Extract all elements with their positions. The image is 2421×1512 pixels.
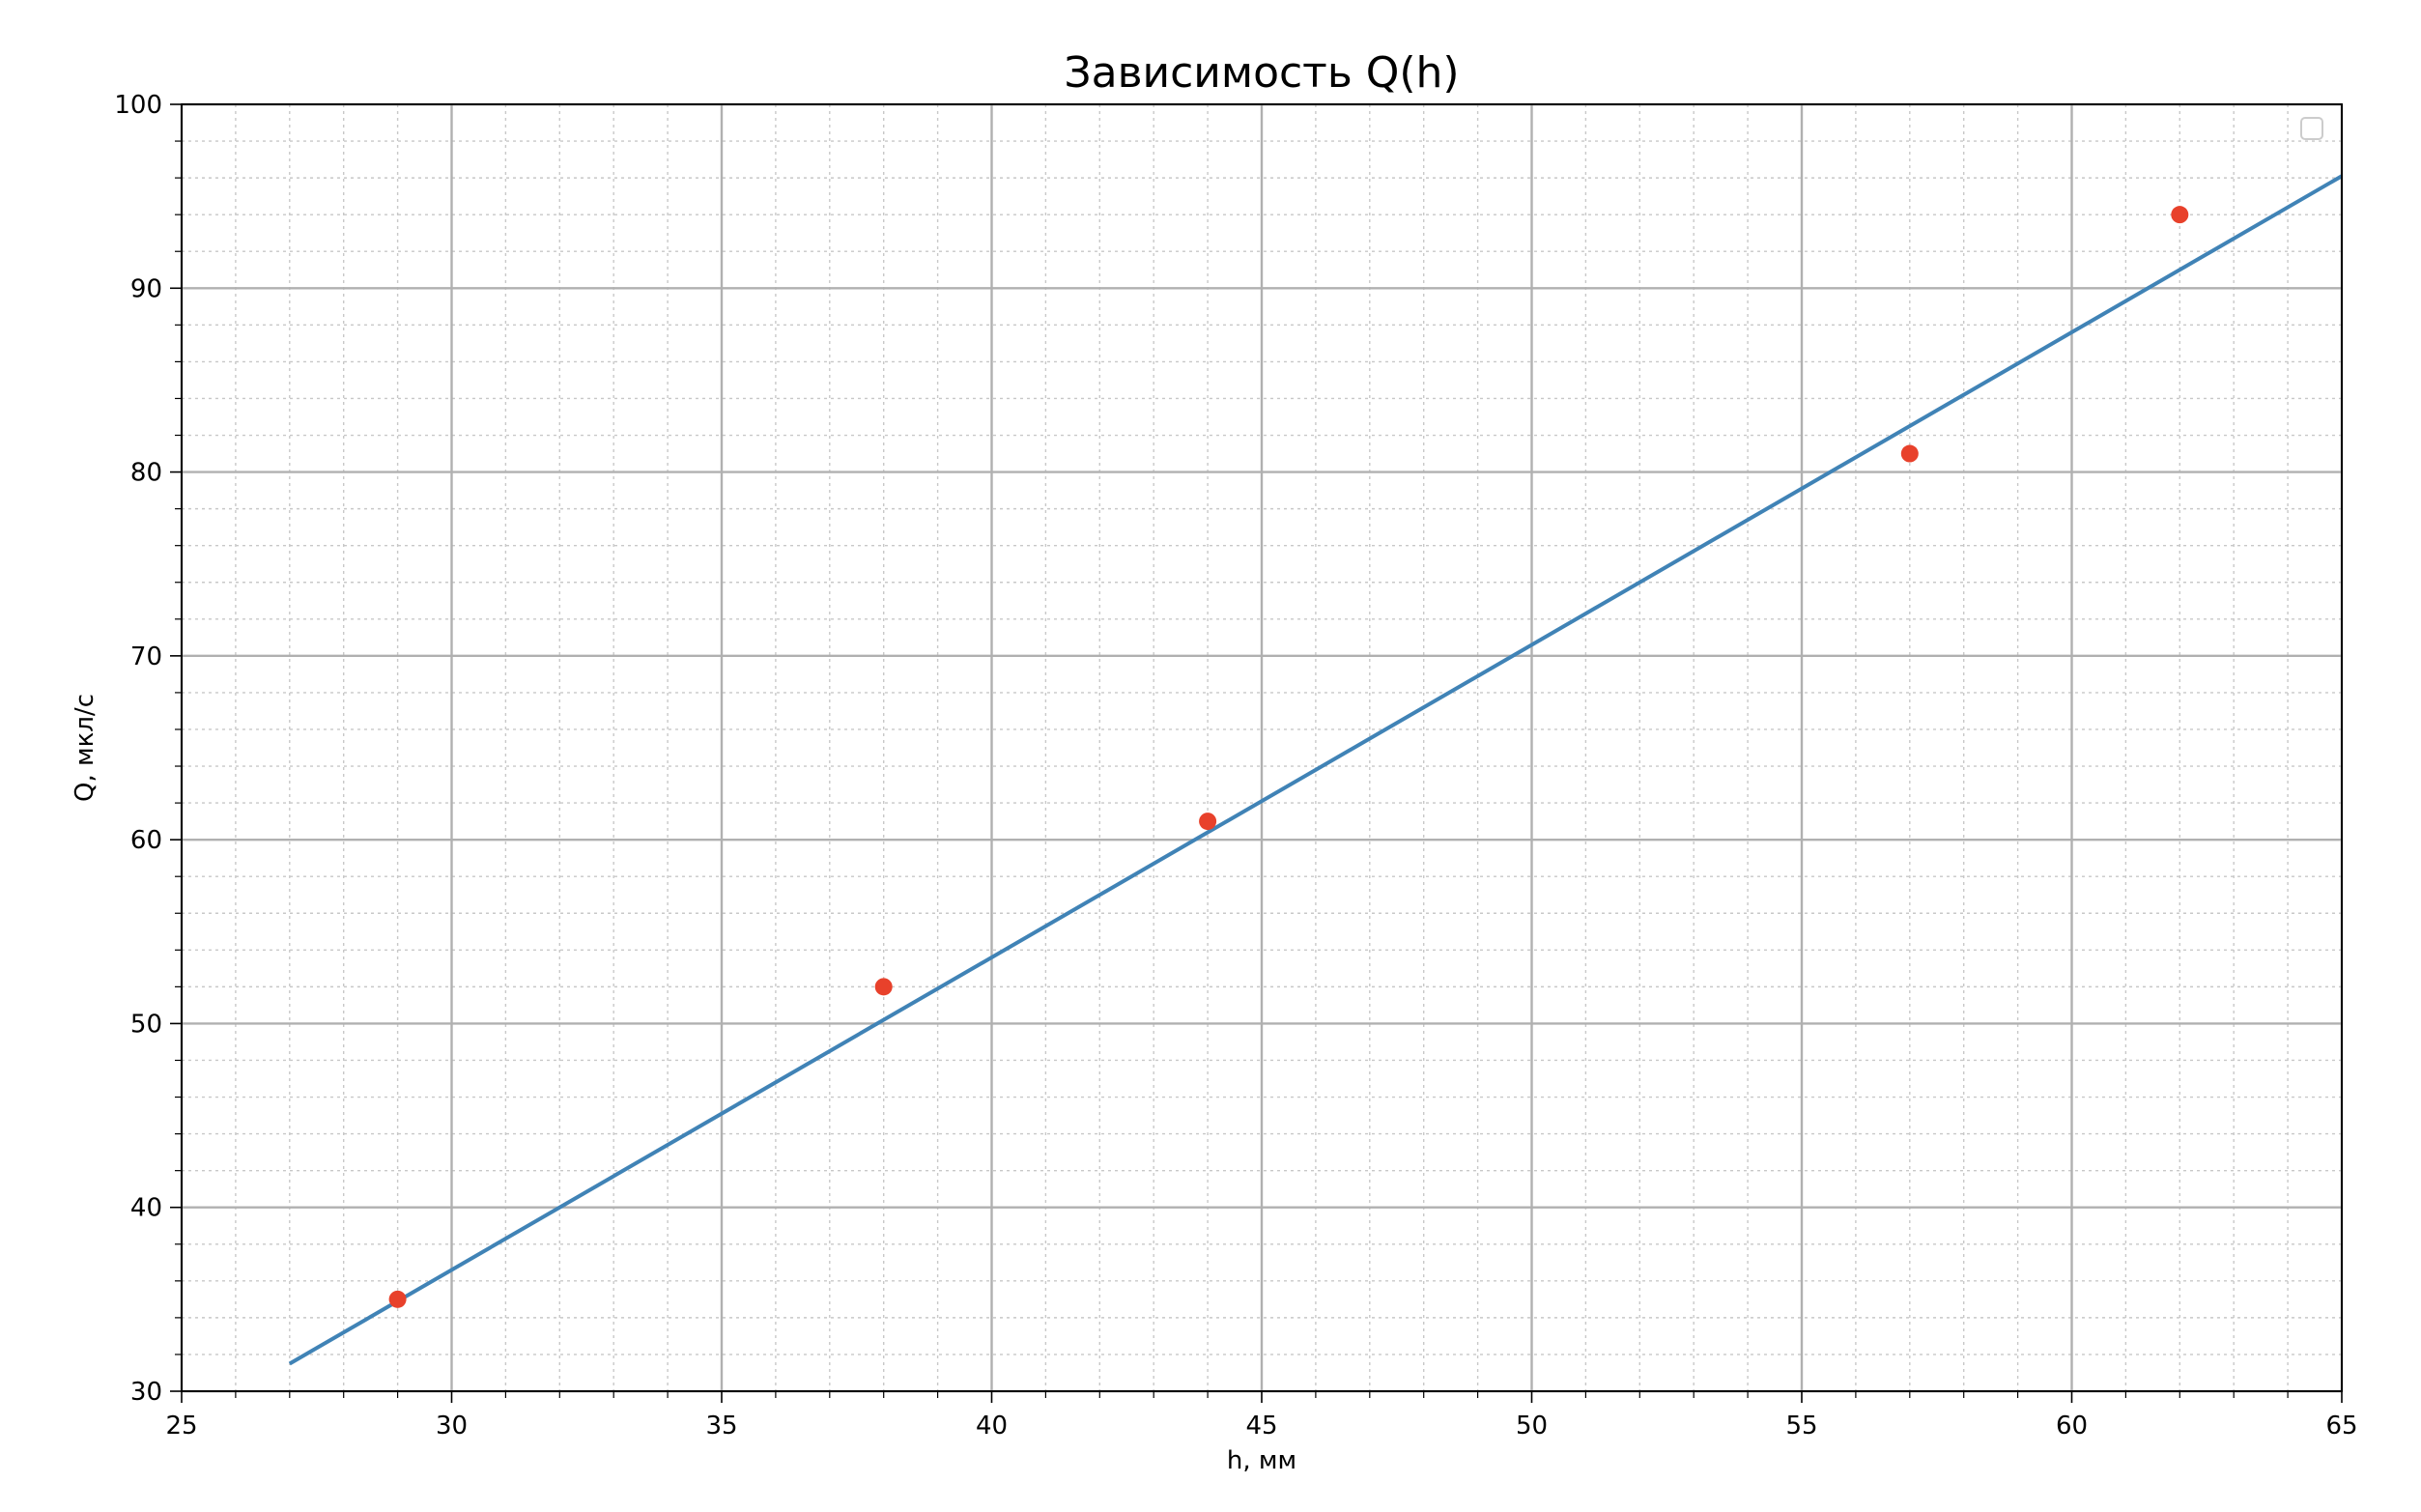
x-tick-label: 60 [2056, 1412, 2088, 1441]
y-tick-label: 50 [130, 1010, 162, 1039]
x-tick-label: 35 [705, 1412, 737, 1441]
y-tick-label: 70 [130, 642, 162, 671]
x-tick-label: 45 [1245, 1412, 1277, 1441]
grid [180, 102, 2344, 1393]
y-tick-label: 100 [114, 91, 162, 120]
chart-title: Зависимость Q(h) [1064, 48, 1459, 98]
data-point [2171, 206, 2189, 224]
data-point [1900, 444, 1919, 463]
x-tick-label: 25 [165, 1412, 197, 1441]
x-tick-label: 40 [976, 1412, 1008, 1441]
legend [2300, 117, 2323, 140]
x-axis-label: h, мм [1227, 1446, 1296, 1475]
x-tick-label: 65 [2325, 1412, 2357, 1441]
data-point [1199, 813, 1217, 831]
plot-area [288, 174, 2344, 1366]
y-tick-label: 80 [130, 459, 162, 488]
y-tick-label: 40 [130, 1194, 162, 1223]
y-tick-label: 90 [130, 274, 162, 303]
y-tick-label: 60 [130, 826, 162, 855]
x-tick-label: 55 [1785, 1412, 1817, 1441]
x-tick-label: 30 [436, 1412, 468, 1441]
y-tick-label: 30 [130, 1378, 162, 1407]
fit-line [288, 174, 2344, 1366]
data-point [874, 978, 893, 996]
x-tick-label: 50 [1516, 1412, 1548, 1441]
y-axis-label: Q, мкл/с [71, 694, 100, 802]
data-point [388, 1290, 407, 1308]
